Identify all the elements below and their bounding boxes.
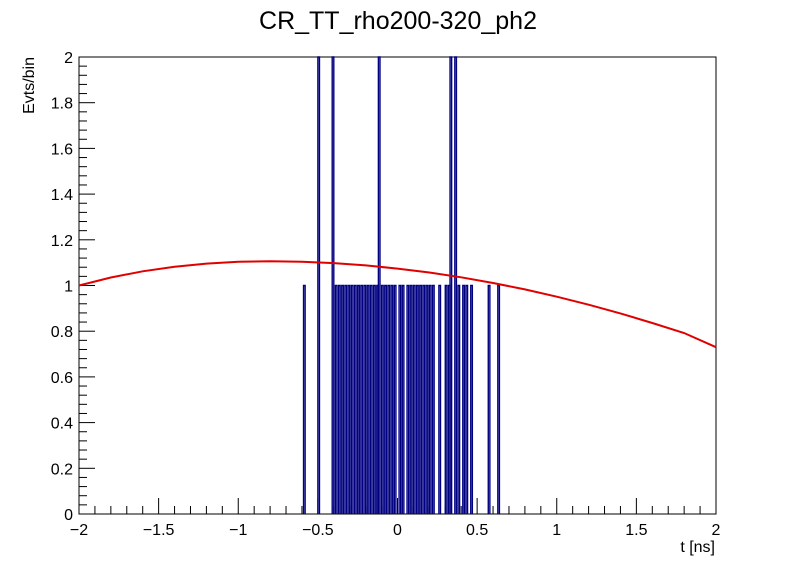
y-tick-label: 0.8 [51, 324, 73, 341]
histogram-bin [347, 284, 351, 514]
histogram-bin [334, 284, 338, 514]
histogram-bin [425, 284, 429, 514]
histogram-bin [377, 56, 381, 514]
histogram-bin [331, 56, 335, 514]
histogram-bin [380, 284, 384, 514]
histogram-bin [428, 284, 432, 514]
x-axis: −2 −1.5 −1 −0.5 0 0.5 1 1.5 2 [70, 498, 721, 539]
histogram-bin [393, 284, 397, 514]
histogram-bin [366, 284, 370, 514]
x-tick-label: 2 [712, 522, 721, 539]
chart-title: CR_TT_rho200-320_ph2 [259, 7, 537, 35]
plot-area [78, 56, 717, 515]
histogram-bin [409, 284, 413, 514]
histogram-bin [401, 284, 405, 514]
histogram-bin [487, 284, 491, 514]
histogram-bin [353, 284, 357, 514]
y-tick-label: 1 [64, 279, 73, 296]
histogram-bin [398, 284, 402, 514]
histogram-bin [497, 284, 501, 514]
histogram-bin [363, 284, 367, 514]
fit-curve [78, 260, 717, 349]
histogram-bin [372, 284, 376, 514]
y-tick-label: 0.4 [51, 416, 73, 433]
x-axis-label: t [ns] [680, 539, 715, 556]
x-tick-label: −1.5 [143, 522, 175, 539]
histogram-bin [360, 284, 364, 514]
histogram-bin [412, 284, 416, 514]
histogram-bin [384, 284, 388, 514]
histogram-bin [457, 284, 461, 514]
y-tick-label: 2 [64, 50, 73, 67]
histogram-bin [465, 284, 469, 514]
x-tick-label: −1 [229, 522, 247, 539]
histogram-bin [344, 284, 348, 514]
histogram-bars [302, 56, 501, 514]
histogram-bin [387, 284, 391, 514]
histogram-bin [438, 284, 442, 514]
y-tick-label: 1.2 [51, 233, 73, 250]
x-tick-label: −2 [70, 522, 88, 539]
x-tick-label: 0 [393, 522, 402, 539]
x-tick-label: −0.5 [302, 522, 334, 539]
histogram-bin [449, 56, 453, 514]
histogram-bin [415, 284, 419, 514]
y-tick-label: 1.8 [51, 96, 73, 113]
y-tick-label: 1.4 [51, 187, 73, 204]
y-tick-label: 1.6 [51, 141, 73, 158]
histogram-bin [302, 284, 306, 514]
histogram-bin [317, 56, 321, 514]
y-axis: 0 0.2 0.4 0.6 0.8 1 1.2 1.4 1.6 1.8 2 [51, 50, 95, 524]
histogram-bin [444, 284, 448, 514]
y-tick-label: 0.6 [51, 370, 73, 387]
histogram-bin [462, 284, 466, 514]
y-tick-label: 0 [64, 507, 73, 524]
histogram-bin [390, 284, 394, 514]
histogram-bin [406, 284, 410, 514]
histogram-bin [337, 284, 341, 514]
y-axis-label: Evts/bin [21, 57, 38, 114]
histogram-bin [470, 284, 474, 514]
histogram-bin [356, 284, 360, 514]
histogram-bin [350, 284, 354, 514]
x-tick-label: 1.5 [625, 522, 647, 539]
histogram-bin [419, 284, 423, 514]
histogram-bin [431, 284, 435, 514]
histogram-bin [341, 284, 345, 514]
histogram-bin [369, 284, 373, 514]
histogram-bin [454, 56, 458, 514]
y-tick-label: 0.2 [51, 461, 73, 478]
x-tick-label: 1 [552, 522, 561, 539]
x-tick-label: 0.5 [466, 522, 488, 539]
histogram-bin [422, 284, 426, 514]
